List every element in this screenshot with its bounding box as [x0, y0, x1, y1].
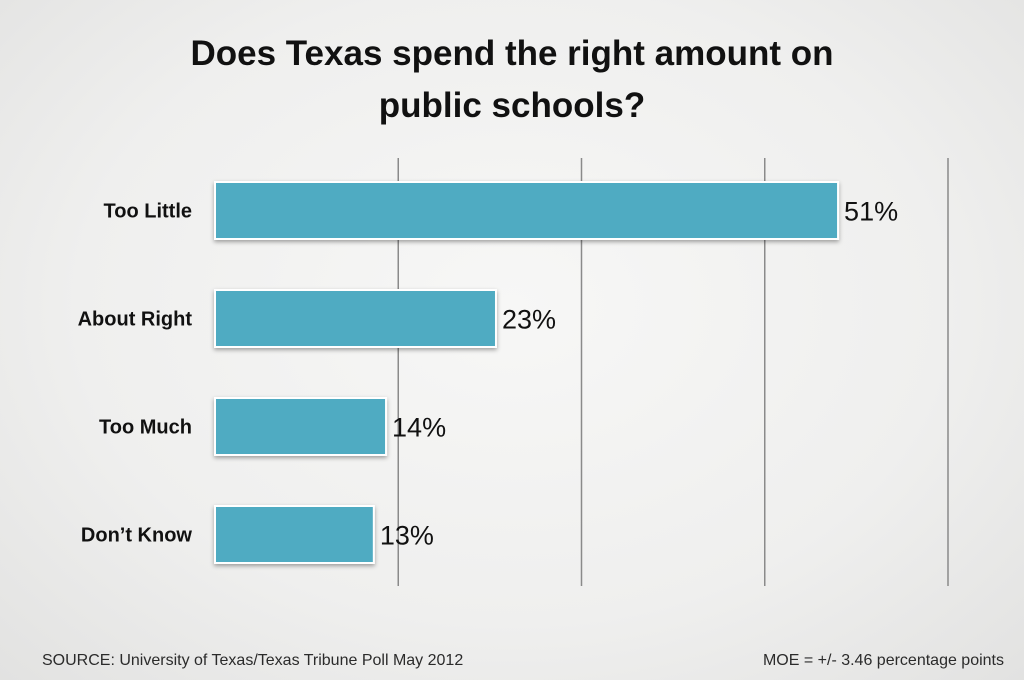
category-label: Too Much: [99, 417, 192, 439]
value-label: 13%: [380, 521, 434, 551]
value-label: 14%: [392, 413, 446, 443]
bar: [214, 289, 497, 348]
chart-title-line-1: Does Texas spend the right amount on: [190, 34, 834, 73]
source-note: SOURCE: University of Texas/Texas Tribun…: [42, 652, 464, 669]
moe-note: MOE = +/- 3.46 percentage points: [762, 652, 1004, 669]
bar: [214, 397, 388, 456]
bar: [214, 181, 840, 240]
value-label: 51%: [844, 197, 898, 227]
category-label: Too Little: [104, 201, 193, 223]
value-label: 23%: [502, 305, 556, 335]
bars: [214, 181, 840, 564]
category-label: Don’t Know: [81, 525, 193, 547]
category-label: About Right: [78, 309, 193, 331]
chart-title: Does Texas spend the right amount on pub…: [0, 28, 1024, 132]
chart-title-line-2: public schools?: [378, 86, 646, 125]
labels: Too Little 51% About Right 23% Too Much 14% Do…: [78, 197, 899, 551]
bar: [214, 505, 375, 564]
